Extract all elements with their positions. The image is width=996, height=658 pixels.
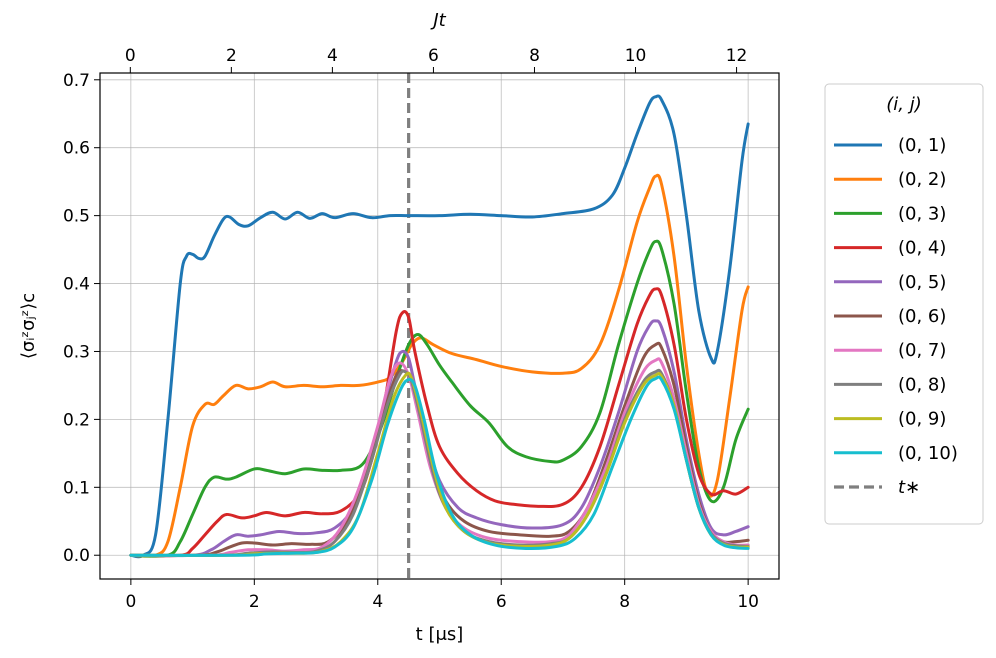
top-x-tick-label: 4 <box>327 46 338 66</box>
series-layer <box>129 94 750 559</box>
legend-label: (0, 10) <box>898 443 958 464</box>
legend: (i, j) (0, 1)(0, 2)(0, 3)(0, 4)(0, 5)(0,… <box>824 83 984 525</box>
plot-frame <box>99 72 780 580</box>
legend-title: (i, j) <box>886 94 922 115</box>
y-tick-label: 0.4 <box>63 275 90 295</box>
y-tick-label: 0.2 <box>63 410 90 430</box>
series-line-4 <box>129 319 750 558</box>
legend-label: (0, 7) <box>898 340 946 361</box>
legend-label: (0, 1) <box>898 135 946 156</box>
x-tick-label: 0 <box>125 592 136 612</box>
series-line-6 <box>129 357 750 557</box>
y-axis-label: ⟨σᵢᶻσⱼᶻ⟩c <box>18 293 39 359</box>
legend-label: (0, 9) <box>898 409 946 430</box>
legend-label: (0, 2) <box>898 169 946 190</box>
series-line-9 <box>129 375 750 557</box>
x-tick-label: 2 <box>249 592 260 612</box>
legend-label: (0, 8) <box>898 374 946 395</box>
top-x-tick-label: 2 <box>226 46 237 66</box>
series-line-2 <box>129 239 750 558</box>
y-tick-label: 0.6 <box>63 139 90 159</box>
top-x-tick-label: 0 <box>125 46 136 66</box>
legend-items: (0, 1) (0, 2) (0, 3) (0, 4) (0, 5) (0, 6) (0, … <box>834 135 958 498</box>
series-line-3 <box>129 287 750 558</box>
series-line-8 <box>129 371 750 557</box>
top-x-axis-label: Jt <box>430 10 446 31</box>
y-tick-label: 0.0 <box>63 546 90 566</box>
top-x-tick-label: 6 <box>428 46 439 66</box>
legend-label: (0, 3) <box>898 203 946 224</box>
top-x-tick-label: 8 <box>529 46 540 66</box>
legend-box <box>824 83 984 525</box>
legend-label: (0, 6) <box>898 306 946 327</box>
y-tick-label: 0.1 <box>63 478 90 498</box>
series-line-1 <box>129 173 750 558</box>
legend-label: (0, 5) <box>898 272 946 293</box>
y-tick-label: 0.7 <box>63 71 90 91</box>
ticks-layer: 0 2 4 6 8 10 0.0 0.1 0.2 0.3 0.4 0.5 0.6 0.7 0 2 4 6 8 10 12 <box>63 46 759 612</box>
legend-label-t-star: t∗ <box>898 477 920 498</box>
x-axis-label: t [μs] <box>416 624 464 645</box>
top-x-tick-label: 12 <box>726 46 748 66</box>
series-line-0 <box>129 94 750 559</box>
x-tick-label: 8 <box>619 592 630 612</box>
legend-label: (0, 4) <box>898 238 946 259</box>
top-x-tick-label: 10 <box>625 46 647 66</box>
y-tick-label: 0.5 <box>63 207 90 227</box>
series-line-7 <box>129 368 750 557</box>
x-tick-label: 6 <box>496 592 507 612</box>
x-tick-label: 10 <box>737 592 759 612</box>
y-tick-label: 0.3 <box>63 342 90 362</box>
x-tick-label: 4 <box>372 592 383 612</box>
